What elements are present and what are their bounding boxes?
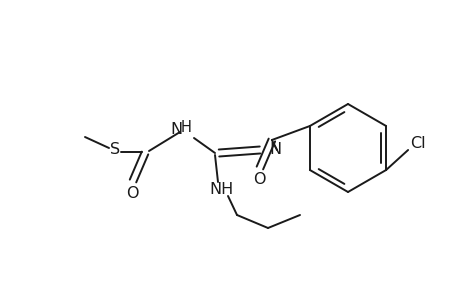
Text: N: N [269, 142, 280, 158]
Text: S: S [110, 142, 120, 158]
Text: O: O [125, 185, 138, 200]
Text: N: N [169, 122, 182, 137]
Text: Cl: Cl [409, 136, 425, 151]
Text: O: O [252, 172, 264, 188]
Text: H: H [180, 121, 191, 136]
Text: NH: NH [209, 182, 234, 197]
